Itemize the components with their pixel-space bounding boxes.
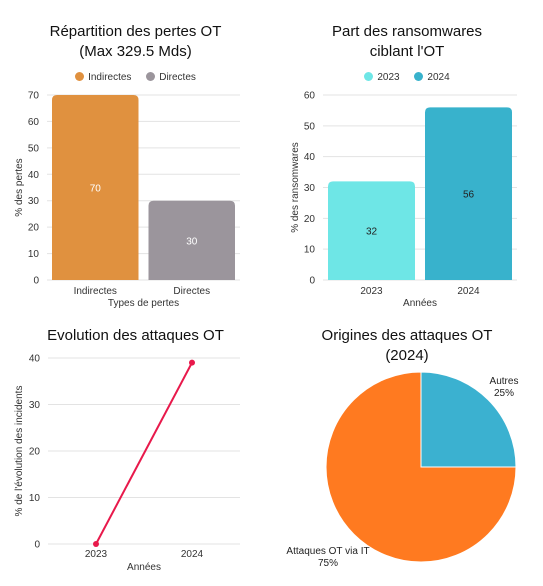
bar bbox=[52, 95, 139, 280]
legend-label: 2023 bbox=[377, 72, 400, 83]
y-tick-label: 0 bbox=[309, 276, 315, 287]
data-point bbox=[189, 359, 195, 366]
y-tick-label: 70 bbox=[28, 91, 40, 102]
data-label: 32 bbox=[366, 227, 378, 238]
legend-swatch bbox=[146, 72, 156, 81]
legend-item: 2023 bbox=[364, 72, 400, 83]
slice-label: Attaques OT via IT bbox=[286, 546, 369, 557]
data-label: 30 bbox=[186, 236, 198, 247]
y-axis-label: % de l'évolution des incidents bbox=[14, 386, 25, 517]
x-tick-label: 2023 bbox=[85, 549, 108, 560]
y-tick-label: 50 bbox=[28, 143, 40, 154]
y-tick-label: 30 bbox=[28, 196, 40, 207]
bar bbox=[425, 107, 512, 280]
y-axis-label: % des pertes bbox=[14, 158, 25, 216]
pie-slice bbox=[325, 371, 517, 563]
x-axis-label: Années bbox=[127, 562, 161, 573]
legend-item: 2024 bbox=[414, 72, 450, 83]
x-tick-label: 2023 bbox=[360, 286, 383, 297]
bar bbox=[328, 181, 415, 280]
series-line bbox=[95, 362, 193, 545]
y-tick-label: 20 bbox=[29, 447, 41, 458]
y-tick-label: 50 bbox=[304, 121, 316, 132]
legend-swatch bbox=[414, 72, 424, 81]
chart-subtitle: ciblant l'OT bbox=[369, 43, 445, 60]
chart-plot: 0 10 20 30 40 2023 2024 Années % de l'évolution … bbox=[14, 354, 240, 573]
y-tick-label: 60 bbox=[28, 117, 40, 128]
chart-legend: Indirectes Directes bbox=[0, 72, 271, 83]
y-tick-label: 20 bbox=[28, 223, 40, 234]
slice-value-label: 25% bbox=[494, 388, 514, 399]
data-point bbox=[93, 541, 99, 547]
y-tick-label: 0 bbox=[33, 276, 39, 287]
chart-title: Origines des attaques OT bbox=[321, 327, 493, 344]
pie-slice bbox=[420, 371, 517, 468]
x-tick-label: 2024 bbox=[181, 549, 204, 560]
slice-value-label: 75% bbox=[318, 558, 338, 569]
x-axis-label: Types de pertes bbox=[108, 298, 179, 309]
chart-subtitle: (2024) bbox=[385, 347, 429, 364]
chart-ransomwares: Part des ransomwares ciblant l'OT 2023 2… bbox=[271, 0, 543, 320]
y-tick-label: 20 bbox=[304, 214, 316, 225]
legend-swatch bbox=[364, 72, 374, 81]
y-tick-label: 10 bbox=[304, 245, 316, 256]
y-tick-label: 60 bbox=[304, 91, 316, 102]
y-tick-label: 10 bbox=[28, 249, 40, 260]
chart-evolution: Evolution des attaques OT 0 10 20 30 40 2023 2… bbox=[0, 320, 271, 586]
chart-title: Répartition des pertes OT bbox=[49, 23, 222, 40]
data-label: 70 bbox=[90, 184, 102, 195]
legend-label: Directes bbox=[159, 72, 196, 83]
legend-swatch bbox=[75, 72, 85, 81]
chart-subtitle: (Max 329.5 Mds) bbox=[79, 43, 192, 60]
chart-legend: 2023 2024 bbox=[271, 72, 543, 83]
bar bbox=[148, 200, 235, 280]
chart-origines: Origines des attaques OT (2024) Autres 25… bbox=[271, 320, 543, 586]
y-tick-label: 30 bbox=[304, 183, 316, 194]
legend-item: Directes bbox=[146, 72, 196, 83]
x-tick-label: Directes bbox=[173, 286, 210, 297]
y-axis-label: % des ransomwares bbox=[290, 142, 301, 233]
data-label: 56 bbox=[463, 190, 475, 201]
y-tick-label: 10 bbox=[29, 493, 41, 504]
chart-title: Evolution des attaques OT bbox=[47, 327, 224, 344]
y-tick-label: 40 bbox=[28, 170, 40, 181]
slice-label: Autres bbox=[490, 376, 519, 387]
y-tick-label: 40 bbox=[29, 354, 41, 365]
chart-title: Part des ransomwares bbox=[331, 23, 483, 40]
legend-label: Indirectes bbox=[88, 72, 132, 83]
legend-item: Indirectes bbox=[75, 72, 131, 83]
x-tick-label: 2024 bbox=[457, 286, 480, 297]
chart-pertes: Répartition des pertes OT (Max 329.5 Mds… bbox=[0, 0, 271, 320]
chart-plot: 0 10 20 30 40 50 60 70 70 Indirectes 30 DirectesTyp… bbox=[14, 91, 240, 309]
y-tick-label: 0 bbox=[34, 540, 40, 551]
chart-plot: 0 10 20 30 40 50 60 32 2023 56 2024 Années % des ran… bbox=[290, 91, 517, 309]
legend-label: 2024 bbox=[427, 72, 450, 83]
x-tick-label: Indirectes bbox=[74, 286, 117, 297]
x-axis-label: Années bbox=[403, 298, 437, 309]
y-tick-label: 40 bbox=[304, 152, 316, 163]
y-tick-label: 30 bbox=[29, 400, 41, 411]
